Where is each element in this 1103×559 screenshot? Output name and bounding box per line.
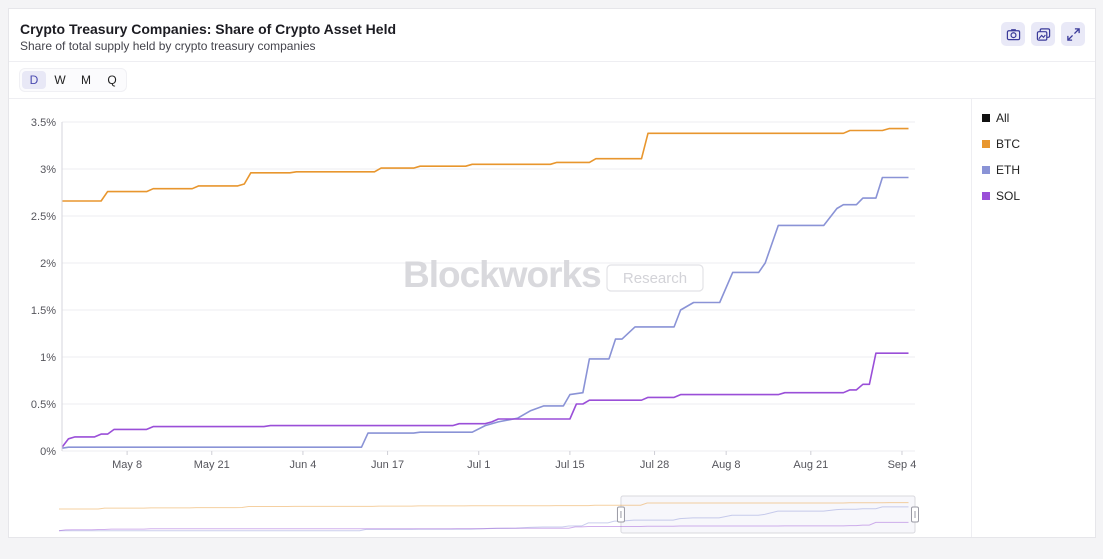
x-tick-label: Aug 8 [712, 459, 741, 471]
legend-swatch [982, 140, 990, 148]
period-button-m[interactable]: M [81, 73, 91, 87]
chart-toolbar [1001, 22, 1085, 46]
legend-item-sol[interactable]: SOL [982, 183, 1020, 209]
chart-title: Crypto Treasury Companies: Share of Cryp… [20, 21, 397, 37]
x-tick-label: Jul 15 [555, 459, 584, 471]
chart-subtitle: Share of total supply held by crypto tre… [20, 39, 316, 53]
legend-label: ETH [996, 163, 1020, 177]
y-tick-label: 1% [40, 352, 56, 364]
legend-swatch [982, 166, 990, 174]
navigator-window[interactable] [620, 495, 916, 534]
y-tick-label: 0.5% [31, 399, 56, 411]
y-tick-label: 3% [40, 164, 56, 176]
x-tick-label: Jul 28 [640, 459, 669, 471]
camera-icon [1006, 28, 1020, 40]
watermark-tag-box [606, 264, 704, 292]
range-navigator[interactable] [58, 495, 919, 534]
chart-header: Crypto Treasury Companies: Share of Cryp… [9, 9, 1095, 62]
copy-image-button[interactable] [1031, 22, 1055, 46]
legend-item-all[interactable]: All [982, 105, 1020, 131]
y-tick-label: 2% [40, 258, 56, 270]
period-selector: D W M Q [19, 68, 127, 92]
period-button-q[interactable]: Q [107, 73, 117, 87]
x-tick-label: May 21 [194, 459, 230, 471]
x-tick-label: Jun 17 [371, 459, 404, 471]
legend-swatch [982, 114, 990, 122]
y-tick-label: 3.5% [31, 117, 56, 129]
y-tick-label: 1.5% [31, 305, 56, 317]
line-chart: Blockworks Research 0% 0.5% 1% 1.5% 2% 2.5% 3%… [31, 117, 919, 534]
bottom-strip [0, 541, 1103, 559]
legend: All BTC ETH SOL [982, 105, 1020, 209]
toolbar-divider [9, 98, 1095, 99]
x-tick-label: Jul 1 [467, 459, 490, 471]
series-line-eth[interactable] [61, 176, 909, 449]
legend-item-btc[interactable]: BTC [982, 131, 1020, 157]
watermark-brand: Blockworks [403, 254, 601, 295]
series-line-sol[interactable] [61, 352, 909, 448]
period-button-w[interactable]: W [54, 73, 66, 87]
x-tick-label: Sep 4 [888, 459, 917, 471]
period-button-d[interactable]: D [22, 71, 46, 89]
legend-divider [971, 98, 972, 537]
copy-icon [1036, 27, 1050, 41]
x-tick-label: May 8 [112, 459, 142, 471]
navigator-series-btc [59, 502, 909, 510]
legend-swatch [982, 192, 990, 200]
fullscreen-button[interactable] [1061, 22, 1085, 46]
x-tick-label: Jun 4 [289, 459, 316, 471]
y-tick-label: 0% [40, 446, 56, 458]
chart-card: Crypto Treasury Companies: Share of Cryp… [8, 8, 1096, 538]
navigator-series-sol [58, 521, 909, 532]
watermark: Blockworks Research [403, 254, 704, 295]
expand-icon [1066, 27, 1080, 41]
legend-item-eth[interactable]: ETH [982, 157, 1020, 183]
legend-label: All [996, 111, 1010, 125]
series-line-btc[interactable] [62, 127, 909, 202]
x-tick-label: Aug 21 [793, 459, 828, 471]
y-tick-label: 2.5% [31, 211, 56, 223]
legend-label: SOL [996, 189, 1021, 203]
legend-label: BTC [996, 137, 1020, 151]
screenshot-button[interactable] [1001, 22, 1025, 46]
watermark-tag: Research [623, 270, 687, 287]
